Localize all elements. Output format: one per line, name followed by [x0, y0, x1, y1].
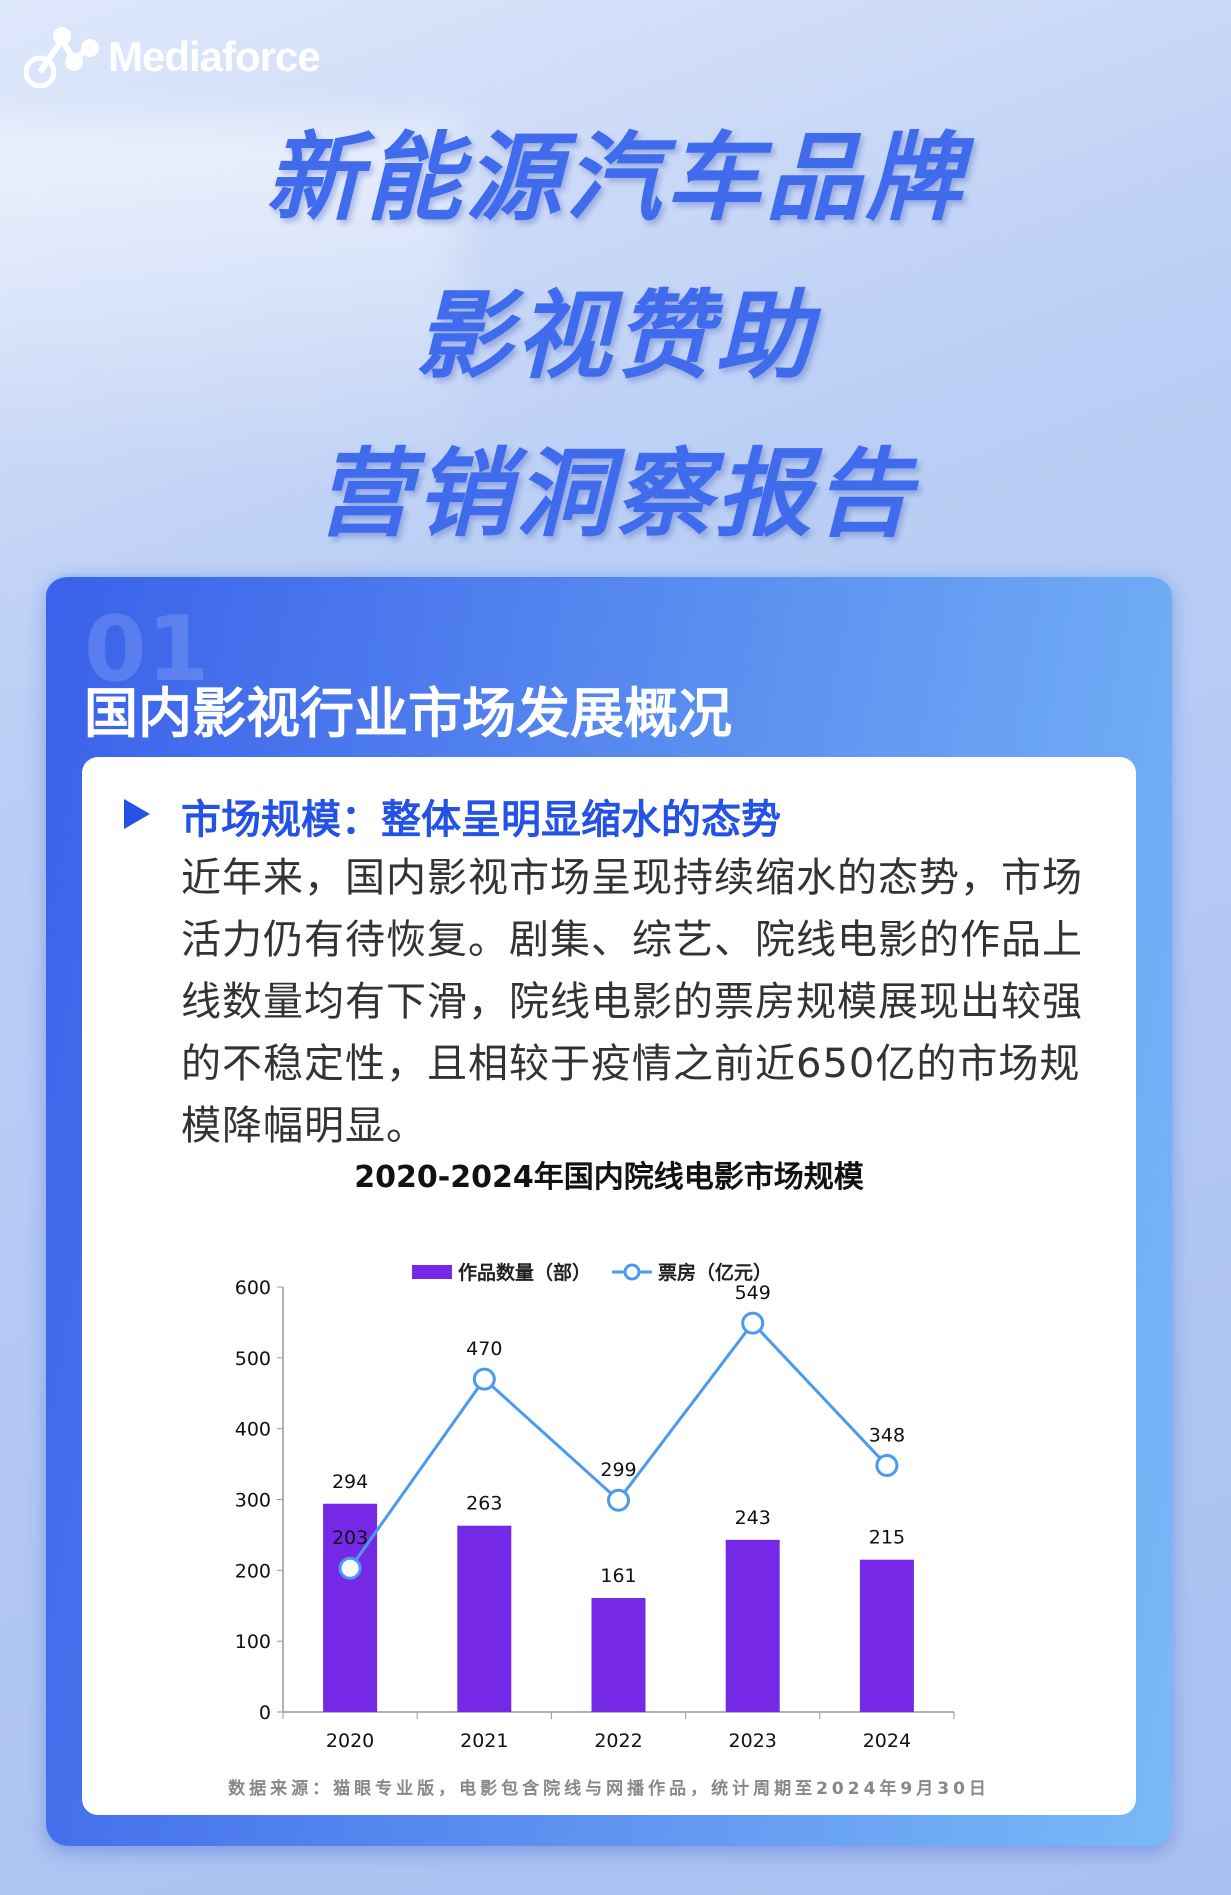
- bar-value-label: 215: [869, 1527, 905, 1549]
- content-heading: 市场规模：整体呈明显缩水的态势: [181, 797, 781, 843]
- molecule-logo-icon: [23, 27, 99, 89]
- y-tick-label: 200: [235, 1560, 271, 1582]
- line-point-2020: [338, 1556, 362, 1580]
- chart-title: 2020-2024年国内院线电影市场规模: [354, 1160, 863, 1195]
- line-value-label: 470: [466, 1338, 502, 1360]
- legend-line-label: 票房（亿元）: [658, 1261, 772, 1284]
- y-tick-label: 0: [259, 1702, 271, 1724]
- line-point-2024: [875, 1454, 899, 1477]
- report-title-line-1: 新能源汽车品牌: [265, 122, 966, 234]
- background-glow: [0, 120, 460, 480]
- line-point-2021: [472, 1367, 496, 1391]
- section-number: 01: [84, 597, 210, 702]
- y-tick-label: 500: [235, 1348, 271, 1370]
- content-paragraph: 近年来，国内影视市场呈现持续缩水的态势，市场活力仍有待恢复。剧集、综艺、院线电影…: [181, 855, 1083, 1149]
- bar-value-label: 263: [466, 1493, 502, 1515]
- bar-value-label: 243: [735, 1507, 771, 1529]
- bar-2021: [457, 1525, 512, 1712]
- line-value-label: 203: [332, 1527, 368, 1549]
- report-title-line-3: 营销洞察报告: [315, 438, 916, 550]
- legend-bar-swatch: [412, 1265, 452, 1279]
- box-office-line: [348, 1320, 888, 1570]
- bar-2023: [725, 1539, 780, 1712]
- brand-name: Mediaforce: [108, 33, 321, 80]
- line-value-label: 299: [600, 1459, 636, 1481]
- line-value-label: 549: [735, 1282, 771, 1304]
- legend-line-marker: [623, 1263, 641, 1281]
- brand-logo: Mediaforce: [22, 22, 321, 92]
- y-tick-label: 400: [235, 1419, 271, 1441]
- content-panel: 市场规模：整体呈明显缩水的态势 近年来，国内影视市场呈现持续缩水的态势，市场活力…: [82, 757, 1136, 1815]
- bar-2022: [591, 1597, 646, 1712]
- bar-value-label: 161: [600, 1565, 636, 1587]
- section-title: 国内影视行业市场发展概况: [84, 682, 732, 745]
- y-tick-label: 300: [235, 1490, 271, 1512]
- bar-2020: [323, 1503, 378, 1712]
- line-value-label: 348: [869, 1425, 905, 1447]
- y-tick-label: 600: [235, 1277, 271, 1299]
- x-tick-label: 2023: [729, 1730, 777, 1752]
- x-tick-label: 2021: [460, 1730, 508, 1752]
- x-tick-label: 2022: [594, 1730, 642, 1752]
- report-title-line-2: 影视赞助: [415, 280, 816, 392]
- y-tick-label: 100: [235, 1631, 271, 1653]
- legend-bar-label: 作品数量（部）: [458, 1261, 591, 1284]
- section-card: 01 国内影视行业市场发展概况 市场规模：整体呈明显缩水的态势 近年来，国内影视…: [46, 574, 1172, 1846]
- x-tick-label: 2020: [326, 1730, 374, 1752]
- data-source-note: 数据来源：猫眼专业版，电影包含院线与网播作品，统计周期至2024年9月30日: [228, 1779, 990, 1799]
- line-point-2023: [741, 1311, 765, 1335]
- bar-value-label: 294: [332, 1471, 368, 1493]
- line-point-2022: [607, 1488, 630, 1512]
- play-triangle-icon: [124, 799, 150, 829]
- bar-2024: [859, 1559, 914, 1712]
- x-tick-label: 2024: [863, 1730, 911, 1752]
